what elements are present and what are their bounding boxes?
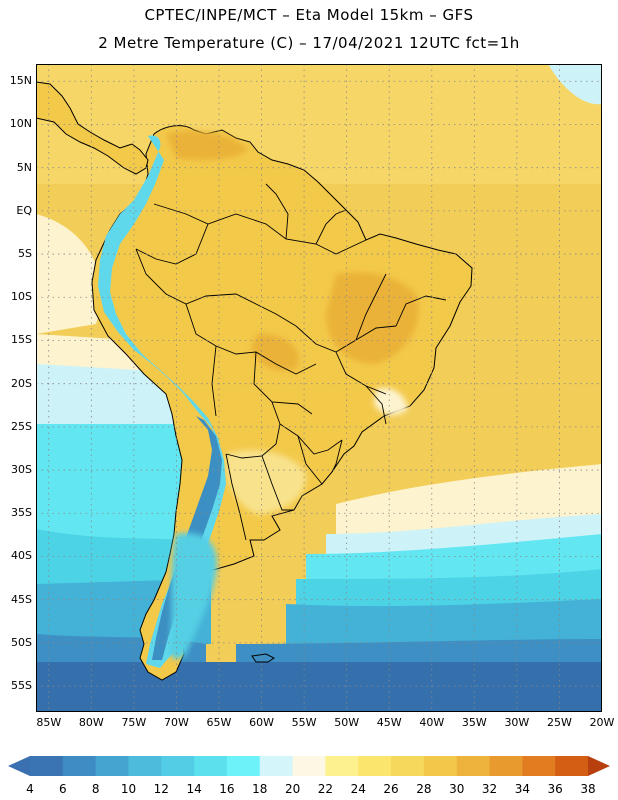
colorbar-segment: [226, 756, 261, 776]
colorbar-segment: [161, 756, 195, 776]
colorbar-tick-label: 8: [91, 782, 100, 796]
lon-tick-label: 60W: [249, 716, 274, 729]
land-light-zone-south: [225, 450, 307, 514]
lon-tick-label: 55W: [291, 716, 317, 729]
colorbar-low-arrow: [8, 756, 30, 776]
map-title-line-2: 2 Metre Temperature (C) – 17/04/2021 12U…: [98, 34, 520, 52]
colorbar-segment: [423, 756, 458, 776]
lon-tick-label: 35W: [461, 716, 487, 729]
colorbar-segment: [30, 756, 64, 776]
lon-tick-label: 45W: [376, 716, 402, 729]
colorbar: [8, 756, 610, 776]
lon-tick-label: 30W: [504, 716, 530, 729]
colorbar-tick-label: 6: [58, 782, 67, 796]
colorbar-tick-label: 18: [252, 782, 268, 796]
colorbar-tick-label: 36: [547, 782, 563, 796]
colorbar-segment: [292, 756, 326, 776]
lon-tick-label: 50W: [334, 716, 360, 729]
colorbar-tick-label: 14: [186, 782, 202, 796]
ocean-deep-blue-band: [36, 662, 602, 712]
lat-tick-label: 15S: [11, 333, 32, 347]
colorbar-tick-label: 26: [383, 782, 399, 796]
land-hot-zone-brazil: [326, 272, 419, 364]
land-hot-zone-central: [251, 333, 299, 372]
colorbar-segment: [259, 756, 294, 776]
lat-tick-label: 5N: [16, 160, 32, 174]
colorbar-segment: [456, 756, 491, 776]
colorbar-segment: [128, 756, 162, 776]
lat-tick-label: 55S: [11, 679, 32, 693]
colorbar-segment: [522, 756, 556, 776]
lat-tick-label: 10N: [9, 117, 32, 131]
lat-tick-label: EQ: [16, 203, 32, 217]
lat-tick-label: 25S: [11, 419, 32, 433]
country-borders: [135, 183, 447, 541]
colorbar-tick-label: 4: [26, 782, 34, 796]
lat-tick-label: 45S: [11, 592, 32, 606]
colorbar-high-arrow: [588, 756, 610, 776]
lat-tick-label: 50S: [11, 635, 32, 649]
colorbar-segment: [555, 756, 589, 776]
lat-tick-label: 10S: [11, 290, 32, 304]
colorbar-tick-label: 20: [284, 782, 301, 796]
colorbar-segment: [95, 756, 129, 776]
lat-tick-label: 30S: [11, 463, 32, 477]
map-border: [36, 64, 602, 712]
colorbar-tick-label: 16: [219, 782, 235, 796]
colorbar-segment: [489, 756, 523, 776]
patagonia-cool-zone: [169, 533, 217, 659]
colorbar-segment: [62, 756, 97, 776]
lat-lon-grid: [36, 64, 602, 712]
colorbar-segment: [358, 756, 392, 776]
land-hot-zone-north: [166, 130, 248, 160]
colorbar-tick-label: 30: [449, 782, 465, 796]
colorbar-tick-label: 32: [481, 782, 498, 796]
lon-tick-label: 65W: [206, 716, 232, 729]
lon-tick-label: 80W: [78, 716, 104, 729]
map-title-line-1: CPTEC/INPE/MCT – Eta Model 15km – GFS: [144, 6, 474, 24]
lon-tick-label: 70W: [163, 716, 189, 729]
lon-tick-label: 20W: [589, 716, 615, 729]
lat-tick-label: 15N: [9, 74, 32, 88]
colorbar-tick-label: 24: [350, 782, 366, 796]
colorbar-segment: [391, 756, 425, 776]
lat-tick-label: 35S: [11, 506, 32, 520]
lon-tick-label: 75W: [121, 716, 147, 729]
colorbar-tick-label: 10: [120, 782, 137, 796]
central-america-land: [36, 81, 149, 175]
colorbar-segment: [194, 756, 228, 776]
lat-tick-label: 20S: [11, 376, 32, 390]
lat-tick-label: 5S: [18, 247, 32, 261]
colorbar-tick-label: 34: [514, 782, 530, 796]
lon-tick-label: 25W: [547, 716, 572, 729]
falklands: [251, 653, 275, 663]
lat-tick-label: 40S: [11, 549, 32, 563]
colorbar-tick-label: 28: [416, 782, 432, 796]
temperature-map: [36, 64, 602, 712]
lon-tick-label: 40W: [419, 716, 445, 729]
colorbar-segment: [325, 756, 359, 776]
colorbar-tick-label: 12: [153, 782, 169, 796]
colorbar-tick-label: 38: [580, 782, 596, 796]
colorbar-tick-label: 22: [317, 782, 334, 796]
lon-tick-label: 85W: [36, 716, 62, 729]
map-canvas: [36, 64, 602, 712]
